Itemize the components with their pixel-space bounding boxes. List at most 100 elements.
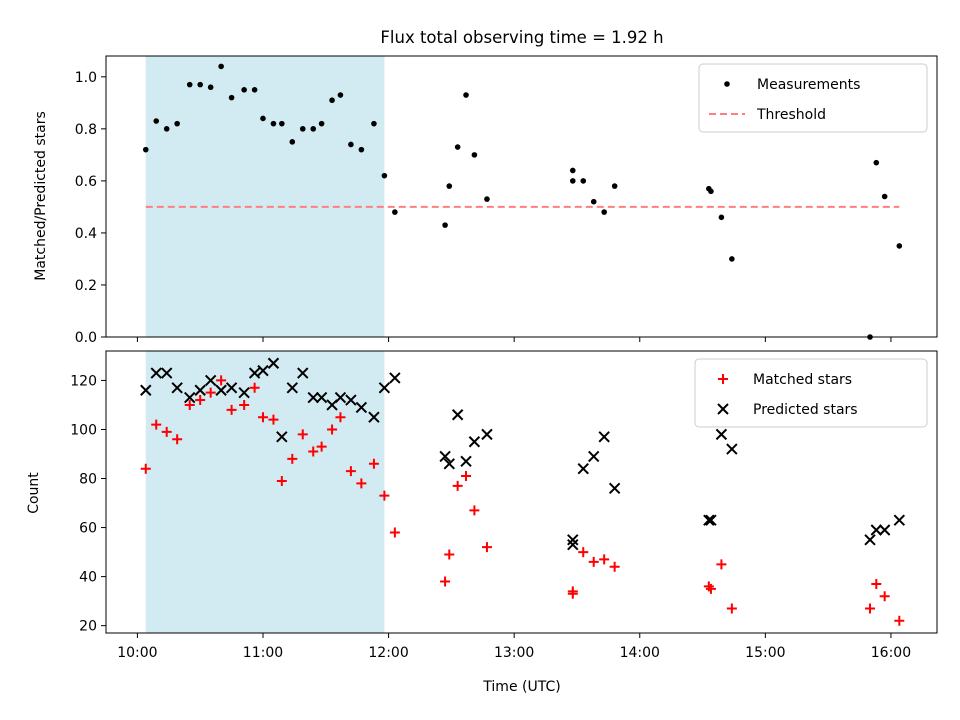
legend-handle-predicted	[717, 403, 729, 415]
measurement-point	[463, 92, 469, 98]
matched-stars-point	[609, 561, 620, 572]
measurement-point	[471, 152, 478, 158]
measurement-point	[896, 243, 903, 249]
bottom-panel: 20 40 60 80 100 120 10:00 11:00 12:00 13:00 14:00 1…	[70, 350, 938, 661]
predicted-stars-point	[334, 391, 347, 404]
measurement-point	[310, 126, 317, 132]
matched-stars-point	[257, 412, 268, 423]
measurement-point	[708, 188, 714, 195]
predicted-stars-point	[297, 367, 309, 379]
legend-label: Predicted stars	[753, 402, 858, 418]
predicted-stars-point	[171, 382, 183, 394]
matched-stars-point	[726, 603, 737, 614]
measurement-point	[207, 84, 214, 91]
measurement-point	[442, 222, 448, 228]
y-tick-label: 0.2	[75, 278, 97, 294]
measurement-point	[873, 159, 880, 166]
matched-stars-point	[578, 547, 589, 558]
measurement-point	[163, 126, 170, 132]
matched-stars-point	[871, 578, 882, 589]
measurement-point	[454, 144, 461, 150]
measurement-point	[337, 92, 344, 98]
predicted-stars-point	[439, 450, 451, 463]
matched-stars-point	[389, 527, 400, 538]
x-axis-label: Time (UTC)	[482, 679, 560, 695]
predicted-stars-point	[204, 374, 217, 387]
matched-stars-point	[567, 588, 578, 599]
predicted-stars-point	[870, 524, 883, 536]
matched-stars-point	[287, 453, 298, 464]
x-tick-label: 13:00	[494, 645, 534, 661]
x-tick-label: 16:00	[871, 645, 911, 661]
x-tick-label: 11:00	[243, 645, 283, 661]
predicted-stars-point	[160, 367, 173, 379]
predicted-stars-point	[389, 372, 401, 384]
y-tick-label: 60	[79, 521, 97, 537]
measurement-point	[358, 146, 365, 153]
predicted-stars-point	[194, 384, 206, 396]
y-tick-label: 0.0	[75, 330, 97, 346]
predicted-stars-point	[184, 391, 196, 404]
matched-stars-point	[705, 583, 716, 594]
legend-handle-measurements	[724, 81, 730, 87]
matched-stars-point	[316, 441, 327, 452]
measurement-point	[197, 81, 203, 88]
measurement-point	[186, 81, 193, 88]
measurement-point	[881, 193, 888, 200]
legend-label: Matched stars	[753, 372, 852, 388]
measurement-point	[381, 172, 388, 179]
predicted-stars-point	[150, 367, 162, 379]
measurement-point	[318, 120, 325, 127]
matched-stars-point	[226, 404, 237, 415]
measurement-point	[718, 214, 725, 221]
measurement-point	[484, 196, 490, 202]
predicted-stars-point	[368, 411, 380, 423]
measurement-point	[611, 183, 618, 189]
legend-box	[698, 63, 928, 133]
measurement-point	[251, 87, 258, 93]
measurement-point	[392, 209, 398, 215]
matched-stars-point	[879, 591, 890, 602]
matched-stars-point	[469, 505, 480, 516]
matched-stars-point	[276, 475, 287, 486]
measurement-point	[174, 120, 180, 127]
matched-stars-point	[461, 471, 472, 482]
y-tick-label: 80	[79, 472, 97, 488]
predicted-stars-point	[715, 428, 728, 441]
predicted-stars-point	[355, 401, 368, 414]
predicted-stars-point	[481, 428, 493, 441]
chart-title: Flux total observing time = 1.92 h	[380, 28, 663, 47]
measurement-point	[218, 63, 224, 70]
matched-stars-point	[151, 419, 162, 430]
x-tick-label: 12:00	[368, 645, 408, 661]
predicted-stars-point	[315, 391, 328, 404]
matched-stars-point	[440, 576, 451, 587]
matched-stars-point	[268, 414, 279, 425]
predicted-stars-point	[893, 514, 906, 526]
predicted-stars-point	[608, 482, 621, 495]
predicted-stars-point	[705, 514, 717, 526]
matched-stars-point	[297, 429, 308, 440]
measurement-point	[289, 139, 296, 145]
measurement-point	[569, 167, 576, 174]
matched-stars-point	[444, 549, 455, 560]
predicted-stars-point	[378, 382, 391, 394]
legend-handle-matched	[718, 374, 728, 384]
predicted-stars-point	[577, 462, 589, 475]
predicted-stars-point	[307, 391, 319, 404]
predicted-stars-point	[703, 514, 715, 526]
predicted-stars-point	[257, 364, 269, 377]
top-panel: 0.0 0.2 0.4 0.6 0.8 1.0 Measurements Threshold	[75, 55, 938, 346]
legend-label: Threshold	[756, 107, 826, 123]
predicted-stars-point	[588, 450, 600, 463]
measurement-point	[241, 87, 247, 93]
measurement-point	[142, 146, 149, 153]
matched-stars-point	[195, 395, 206, 406]
predicted-stars-point	[443, 458, 455, 470]
legend-box	[694, 358, 928, 428]
matched-stars-point	[335, 412, 346, 423]
matched-stars-point	[368, 458, 379, 469]
predicted-stars-point	[276, 431, 288, 443]
y-tick-label: 40	[79, 570, 97, 586]
axes-frame	[105, 350, 938, 634]
